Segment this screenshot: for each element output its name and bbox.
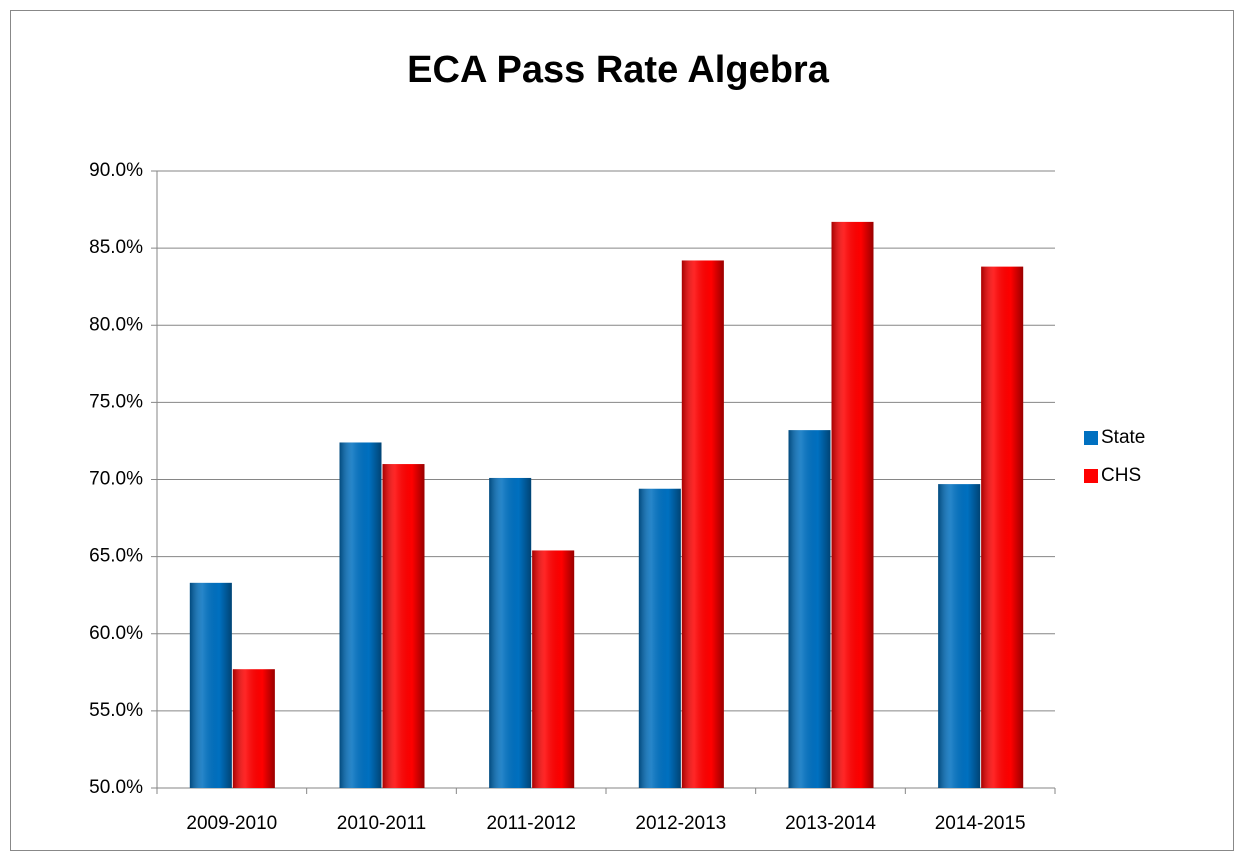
legend-label: State <box>1101 427 1145 448</box>
x-tick-label: 2013-2014 <box>785 813 876 834</box>
y-tick-label: 80.0% <box>89 314 143 335</box>
legend-label: CHS <box>1101 465 1141 486</box>
bar-shade <box>938 484 981 788</box>
bar-shade <box>788 430 831 788</box>
bar-shade <box>681 260 724 789</box>
bar-shade <box>489 477 532 788</box>
chart-title: ECA Pass Rate Algebra <box>407 49 830 91</box>
legend-swatch <box>1084 431 1098 445</box>
x-tick-label: 2009-2010 <box>186 813 277 834</box>
bar-shade <box>981 266 1024 788</box>
y-tick-label: 55.0% <box>89 700 143 721</box>
bar-shade <box>339 442 382 788</box>
bar-shade <box>831 221 874 789</box>
bar-shade <box>638 488 681 788</box>
bar-shade <box>382 464 425 788</box>
x-tick-label: 2012-2013 <box>635 813 726 834</box>
y-tick-label: 70.0% <box>89 469 143 490</box>
bar-shade <box>232 669 275 788</box>
y-tick-label: 65.0% <box>89 546 143 567</box>
y-tick-label: 75.0% <box>89 391 143 412</box>
bar-shade <box>189 582 232 788</box>
x-tick-label: 2014-2015 <box>935 813 1026 834</box>
y-tick-label: 50.0% <box>89 777 143 798</box>
y-tick-label: 85.0% <box>89 237 143 258</box>
x-tick-label: 2011-2012 <box>486 813 575 834</box>
legend-swatch <box>1084 469 1098 483</box>
y-tick-label: 60.0% <box>89 623 143 644</box>
x-tick-label: 2010-2011 <box>337 813 426 834</box>
bar-shade <box>532 550 575 788</box>
y-tick-label: 90.0% <box>89 160 143 181</box>
